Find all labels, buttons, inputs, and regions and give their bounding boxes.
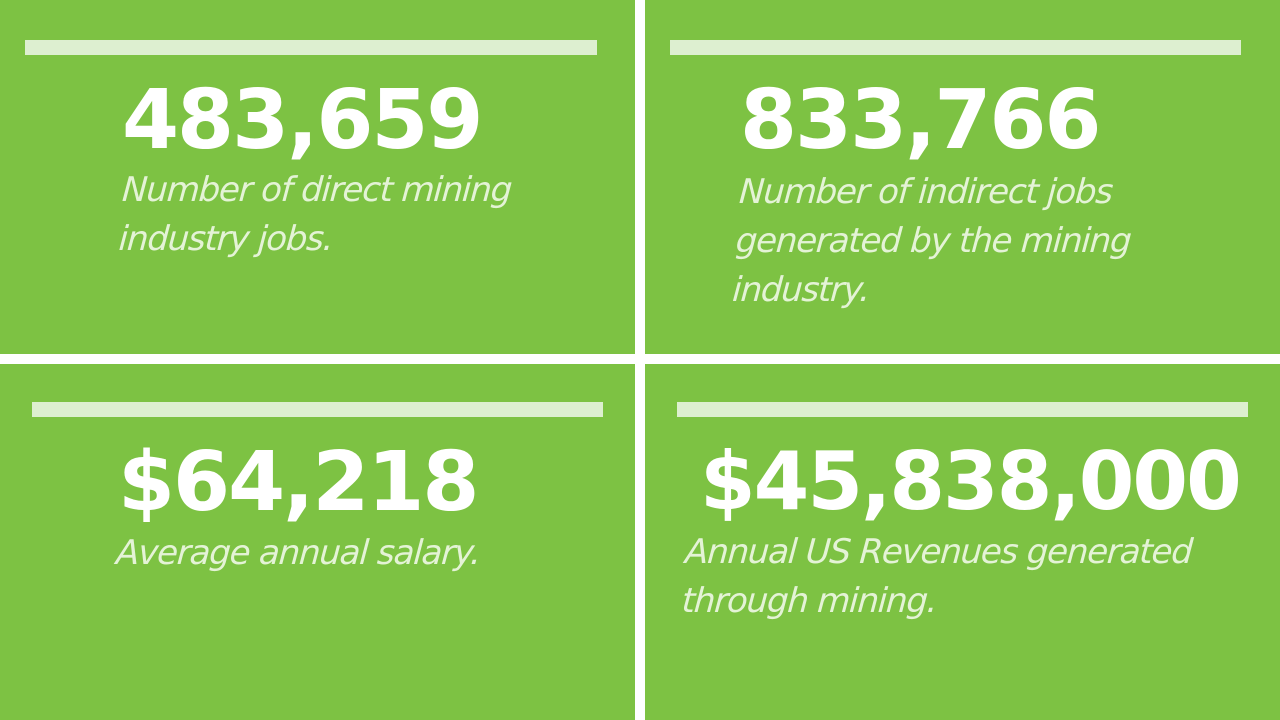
stat-caption: Average annual salary. bbox=[114, 533, 482, 573]
stat-caption: Number of direct mining industry jobs. bbox=[117, 170, 513, 259]
stat-value: $64,218 bbox=[118, 435, 479, 530]
stat-value: 483,659 bbox=[122, 73, 483, 168]
stat-caption: Annual US Revenues generated through min… bbox=[680, 532, 1194, 621]
stat-panel-average-salary: $64,218 Average annual salary. bbox=[0, 364, 635, 720]
accent-bar bbox=[32, 402, 603, 417]
stat-panel-indirect-jobs: 833,766 Number of indirect jobs generate… bbox=[645, 0, 1280, 354]
accent-bar bbox=[25, 40, 597, 55]
accent-bar bbox=[677, 402, 1248, 417]
stat-panel-annual-revenue: $45,838,000 Annual US Revenues generated… bbox=[645, 364, 1280, 720]
stat-value: $45,838,000 bbox=[700, 435, 1242, 528]
stat-caption: Number of indirect jobs generated by the… bbox=[731, 172, 1132, 310]
stat-panel-direct-jobs: 483,659 Number of direct mining industry… bbox=[0, 0, 635, 354]
accent-bar bbox=[670, 40, 1241, 55]
stat-value: 833,766 bbox=[740, 73, 1101, 168]
